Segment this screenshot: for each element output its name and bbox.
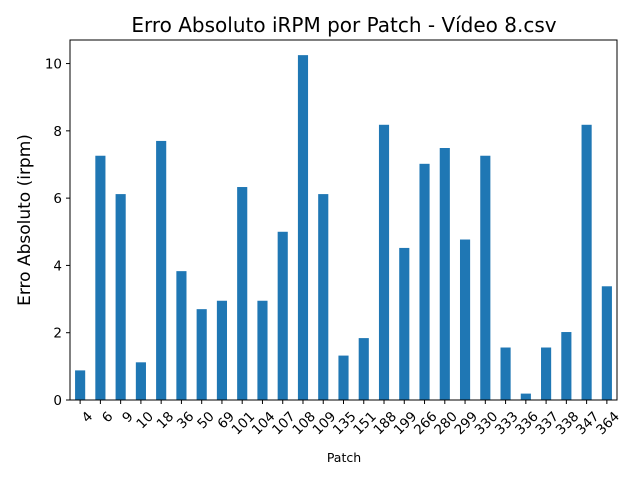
y-axis-label: Erro Absoluto (irpm) (15, 134, 35, 306)
bar-patch-337 (541, 347, 552, 400)
y-tick-label: 0 (53, 393, 62, 409)
bar-patch-188 (378, 124, 390, 401)
y-tick-label: 4 (53, 258, 62, 274)
y-tick-label: 6 (53, 191, 62, 207)
x-axis: 4 6 91018365069101104107108109135151188199… (79, 400, 623, 438)
bar-patch-69 (216, 300, 228, 400)
bar-patch-151 (358, 338, 369, 400)
x-tick-label: 4 (79, 409, 96, 426)
bar-patch-108 (297, 55, 309, 400)
x-tick-label: 364 (593, 409, 623, 439)
bar-patch-299 (459, 239, 471, 400)
bar-patch-336 (520, 393, 531, 400)
bar-patch-109 (318, 194, 329, 400)
bar-patch-280 (439, 148, 450, 400)
bar-patch-199 (399, 247, 410, 400)
bar-patch-135 (338, 355, 349, 400)
bar-patch-101 (237, 187, 248, 400)
bar-patch-333 (500, 347, 511, 400)
x-tick-label: 9 (119, 409, 136, 426)
y-axis: 0 2 4 6 8 10 (45, 57, 70, 409)
bars-group (75, 55, 612, 401)
bar-patch-18 (156, 140, 167, 401)
y-tick-label: 10 (45, 57, 62, 73)
plot-frame (69, 39, 618, 401)
bar-patch-10 (135, 362, 146, 400)
bar-patch-36 (176, 271, 187, 400)
y-tick-label: 8 (53, 124, 62, 140)
bar-patch-266 (419, 163, 430, 400)
bar-patch-338 (561, 332, 572, 400)
x-axis-label: Patch (327, 450, 361, 465)
bar-patch-9 (115, 194, 126, 400)
bar-patch-104 (257, 300, 268, 400)
chart-title: Erro Absoluto iRPM por Patch - Vídeo 8.c… (131, 13, 556, 37)
bar-patch-6 (95, 155, 106, 400)
bar-patch-50 (196, 309, 207, 400)
bar-patch-4 (75, 370, 86, 400)
bar-patch-364 (601, 286, 612, 400)
x-tick-label: 6 (99, 409, 116, 426)
bar-patch-107 (277, 231, 288, 400)
bar-patch-330 (480, 155, 491, 400)
y-tick-label: 2 (53, 326, 62, 342)
bar-patch-347 (581, 124, 592, 401)
